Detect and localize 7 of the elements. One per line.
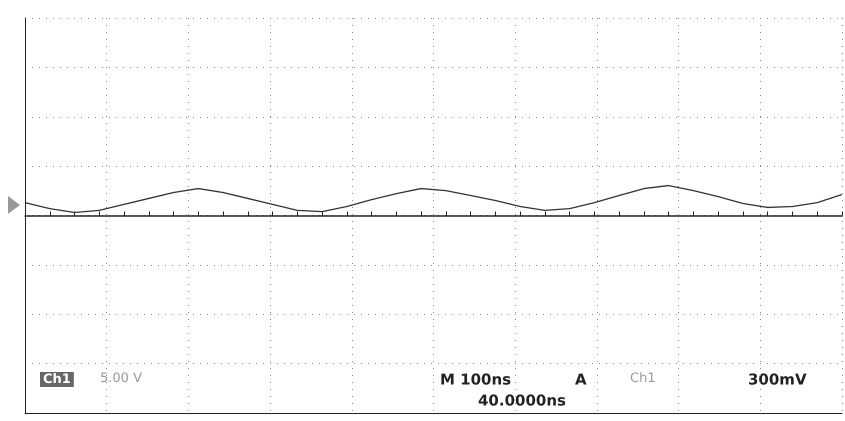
text: Ch1 xyxy=(630,371,656,386)
text: M 100ns xyxy=(440,370,512,388)
text: A xyxy=(575,370,587,388)
text: Ch1 xyxy=(43,372,71,387)
text: 5.00 V xyxy=(100,371,142,386)
text: 300mV xyxy=(748,370,807,388)
text: 40.0000ns xyxy=(478,392,566,410)
